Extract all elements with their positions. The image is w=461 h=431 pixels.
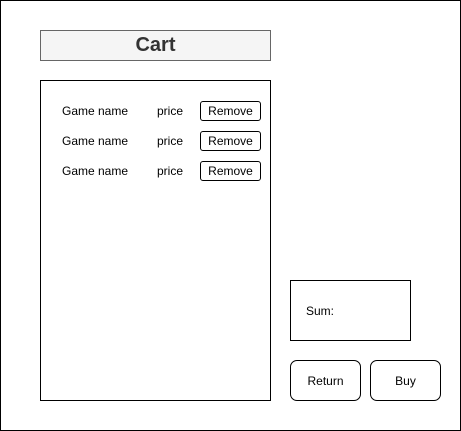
remove-button[interactable]: Remove [200, 131, 261, 151]
remove-button[interactable]: Remove [200, 161, 261, 181]
cart-item-name: Game name [62, 134, 129, 148]
remove-button[interactable]: Remove [200, 101, 261, 121]
cart-item: Game name price Remove [41, 161, 270, 181]
cart-item-price: price [157, 104, 184, 118]
buy-button[interactable]: Buy [370, 360, 441, 401]
cart-item: Game name price Remove [41, 101, 270, 121]
cart-item-price: price [157, 134, 184, 148]
cart-item-name: Game name [62, 104, 129, 118]
sum-panel: Sum: [290, 280, 411, 341]
cart-item-price: price [157, 164, 184, 178]
sum-label: Sum: [306, 304, 335, 318]
return-button[interactable]: Return [290, 360, 361, 401]
cart-list: Game name price Remove Game name price R… [40, 80, 271, 401]
page-title: Cart [40, 30, 271, 61]
cart-item-name: Game name [62, 164, 129, 178]
cart-item: Game name price Remove [41, 131, 270, 151]
